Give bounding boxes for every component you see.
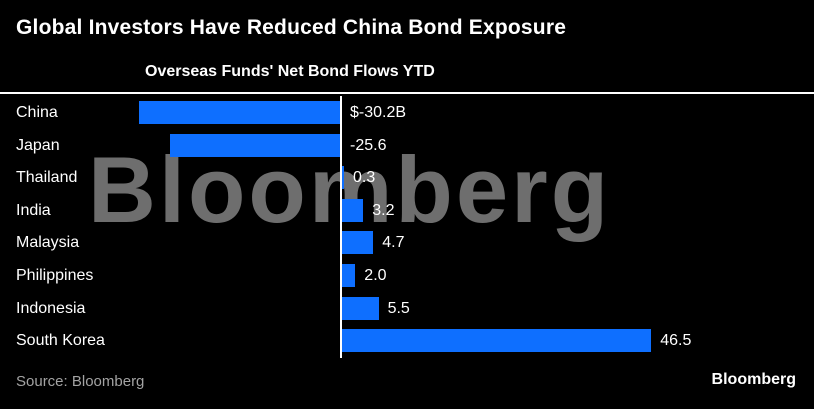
- value-label: 0.3: [353, 169, 376, 187]
- category-label: China: [16, 104, 58, 121]
- chart-title: Global Investors Have Reduced China Bond…: [16, 16, 567, 39]
- chart-row: Thailand 0.3: [0, 161, 814, 194]
- bar: [342, 231, 374, 255]
- category-label: Japan: [16, 136, 60, 154]
- value-label: -25.6: [350, 136, 387, 154]
- bar: [342, 264, 356, 287]
- bar: [342, 296, 379, 320]
- value-label: 46.5: [660, 332, 692, 350]
- category-label: Philippines: [16, 267, 94, 284]
- chart-row: Indonesia 5.5: [0, 292, 814, 325]
- value-label: 4.7: [382, 234, 405, 252]
- bar: [342, 198, 364, 222]
- bar: [139, 101, 340, 124]
- chart-row: Malaysia 4.7: [0, 226, 814, 259]
- bloomberg-logo: Bloomberg: [711, 371, 796, 388]
- bar: [169, 133, 340, 157]
- bar: [342, 166, 344, 190]
- category-label: Indonesia: [16, 299, 86, 317]
- chart-row: India 3.2: [0, 194, 814, 227]
- chart-row: Philippines 2.0: [0, 259, 814, 292]
- value-label: 3.2: [372, 201, 395, 219]
- chart-row: China $-30.2B: [0, 96, 814, 129]
- zero-axis-line: [340, 96, 342, 358]
- value-label: $-30.2B: [350, 104, 407, 121]
- chart-row: Japan -25.6: [0, 129, 814, 162]
- chart-row: South Korea 46.5: [0, 324, 814, 357]
- source-note: Source: Bloomberg: [16, 373, 145, 390]
- category-label: Malaysia: [16, 234, 80, 252]
- category-label: India: [16, 201, 51, 219]
- value-label: 2.0: [364, 267, 387, 284]
- category-label: South Korea: [16, 332, 105, 350]
- chart-subtitle: Overseas Funds' Net Bond Flows YTD: [145, 63, 435, 80]
- bar-chart: Bloomberg China $-30.2B Japan -25.6 Thailand…: [0, 96, 814, 358]
- bar: [342, 329, 652, 353]
- top-rule: [0, 92, 814, 94]
- category-label: Thailand: [16, 169, 78, 187]
- value-label: 5.5: [387, 299, 410, 317]
